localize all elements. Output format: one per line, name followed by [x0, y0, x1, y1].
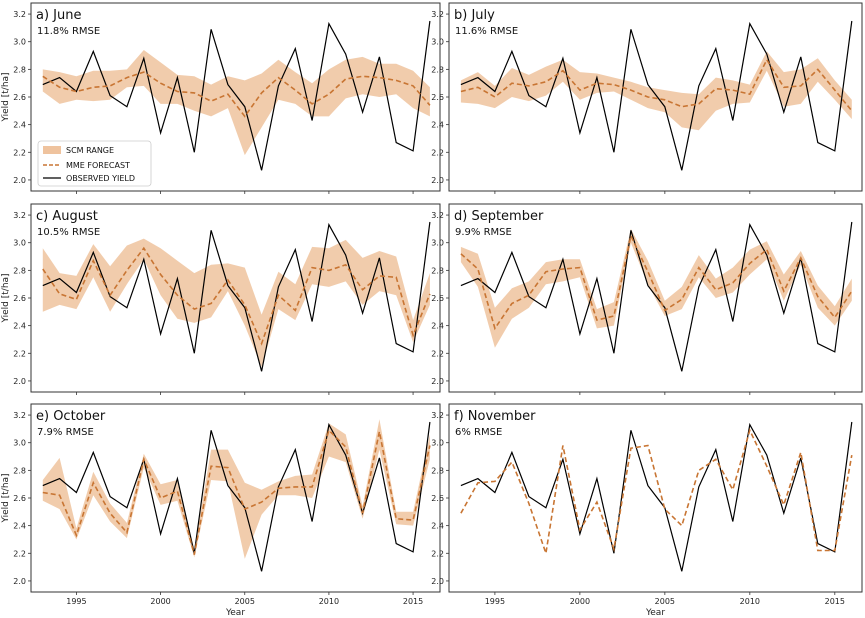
panel-6: 2.0 2.2 2.4 2.6 2.8 3.0 3.2 1995 2000 2005 2010 201… — [431, 403, 863, 618]
y-tick-label: 3.2 — [13, 211, 26, 220]
scm-range-band — [42, 238, 430, 368]
legend-band-swatch — [43, 146, 61, 154]
y-axis-label: Yield [t/ha] — [1, 273, 11, 323]
panel-rmse: 6% RMSE — [455, 427, 502, 438]
y-tick-label: 2.4 — [13, 121, 26, 130]
y-tick-label: 3.0 — [13, 38, 26, 47]
y-tick-label: 2.2 — [13, 148, 26, 157]
mme-forecast-line — [42, 428, 431, 555]
panel-rmse: 9.9% RMSE — [455, 227, 512, 238]
y-tick-label: 2.4 — [13, 322, 26, 331]
y-axis-label: Yield [t/ha] — [1, 72, 11, 122]
observed-yield-line — [460, 221, 853, 372]
y-tick-label: 2.4 — [13, 522, 26, 531]
panel-rmse: 7.9% RMSE — [37, 427, 94, 438]
x-tick-label: 2005 — [655, 597, 675, 606]
y-tick-label: 2.6 — [13, 494, 26, 503]
legend-box — [37, 140, 152, 187]
observed-yield-line — [460, 20, 853, 171]
x-tick-label: 2005 — [235, 597, 255, 606]
observed-yield-line — [42, 421, 431, 572]
y-tick-label: 2.2 — [431, 549, 444, 558]
y-tick-label: 2.8 — [13, 466, 26, 475]
x-tick-label: 2000 — [150, 597, 170, 606]
legend: SCM RANGE MME FORECAST OBSERVED YIELD — [37, 140, 152, 187]
y-tick-label: 2.2 — [13, 549, 26, 558]
y-tick-label: 2.0 — [13, 176, 26, 185]
scm-range-band — [42, 50, 430, 156]
panel-4: 2.0 2.2 2.4 2.6 2.8 3.0 3.2 d) September 9.9% RM… — [431, 203, 863, 395]
x-tick-label: 2015 — [403, 597, 423, 606]
plot-frame — [448, 403, 863, 593]
y-tick-label: 2.4 — [431, 121, 444, 130]
y-tick-label: 2.0 — [431, 176, 444, 185]
panel-title: a) June — [36, 8, 81, 23]
y-tick-label: 2.0 — [13, 377, 26, 386]
panel-title: f) November — [454, 409, 536, 424]
y-tick-label: 2.4 — [431, 522, 444, 531]
panel-title: c) August — [36, 209, 98, 224]
y-tick-label: 2.6 — [431, 93, 444, 102]
y-tick-label: 2.6 — [13, 93, 26, 102]
x-tick-label: 1995 — [66, 597, 86, 606]
x-tick-label: 2015 — [825, 597, 845, 606]
legend-forecast-label: MME FORECAST — [66, 161, 130, 170]
mme-forecast-line — [460, 233, 853, 331]
y-tick-label: 2.8 — [431, 466, 444, 475]
legend-band-label: SCM RANGE — [66, 146, 114, 155]
y-tick-label: 2.6 — [431, 494, 444, 503]
panel-5: 2.0 2.2 2.4 2.6 2.8 3.0 3.2 1995 2000 2005 2010 201… — [1, 403, 441, 618]
y-tick-label: 3.0 — [431, 38, 444, 47]
y-tick-label: 3.0 — [431, 239, 444, 248]
observed-yield-line — [460, 421, 853, 572]
y-tick-label: 3.0 — [13, 239, 26, 248]
y-tick-label: 2.2 — [431, 148, 444, 157]
mme-forecast-line — [42, 71, 431, 118]
y-tick-label: 3.2 — [431, 10, 444, 19]
y-axis-label: Yield [t/ha] — [1, 473, 11, 523]
y-tick-label: 3.2 — [431, 411, 444, 420]
panel-rmse: 11.8% RMSE — [37, 26, 100, 37]
scm-range-band — [460, 51, 852, 131]
panel-title: b) July — [454, 8, 495, 23]
y-tick-label: 3.2 — [13, 411, 26, 420]
y-tick-label: 2.8 — [13, 65, 26, 74]
y-tick-label: 2.8 — [431, 65, 444, 74]
y-tick-label: 2.8 — [431, 266, 444, 275]
legend-observed-label: OBSERVED YIELD — [66, 174, 135, 183]
mme-forecast-line — [42, 246, 431, 346]
y-tick-label: 2.0 — [431, 377, 444, 386]
y-tick-label: 2.0 — [13, 577, 26, 586]
x-tick-label: 1995 — [485, 597, 505, 606]
panel-title: d) September — [454, 209, 544, 224]
y-tick-label: 2.0 — [431, 577, 444, 586]
y-tick-label: 2.6 — [13, 294, 26, 303]
y-tick-label: 3.0 — [13, 439, 26, 448]
panel-3: 2.0 2.2 2.4 2.6 2.8 3.0 3.2 Yield [t/ha] c) Augu… — [1, 203, 441, 395]
y-tick-label: 2.4 — [431, 322, 444, 331]
y-tick-label: 2.6 — [431, 294, 444, 303]
x-tick-label: 2010 — [740, 597, 760, 606]
observed-yield-line — [42, 20, 431, 171]
y-tick-label: 2.2 — [431, 349, 444, 358]
panel-2: 2.0 2.2 2.4 2.6 2.8 3.0 3.2 b) July 11.6% RMSE — [431, 2, 863, 194]
x-tick-label: 2000 — [570, 597, 590, 606]
x-tick-label: 2010 — [319, 597, 339, 606]
mme-forecast-line — [460, 58, 853, 112]
y-tick-label: 3.2 — [431, 211, 444, 220]
panel-rmse: 10.5% RMSE — [37, 227, 100, 238]
panel-title: e) October — [36, 409, 106, 424]
y-tick-label: 3.0 — [431, 439, 444, 448]
panel-rmse: 11.6% RMSE — [455, 26, 518, 37]
y-tick-label: 2.2 — [13, 349, 26, 358]
y-tick-label: 3.2 — [13, 10, 26, 19]
mme-forecast-line — [460, 428, 853, 554]
panel-1: 2.0 2.2 2.4 2.6 2.8 3.0 3.2 Yield [t/ha] a) June… — [1, 2, 441, 194]
y-tick-label: 2.8 — [13, 266, 26, 275]
scm-range-band — [460, 228, 852, 348]
x-axis-label: Year — [645, 608, 665, 618]
x-axis-label: Year — [225, 608, 245, 618]
